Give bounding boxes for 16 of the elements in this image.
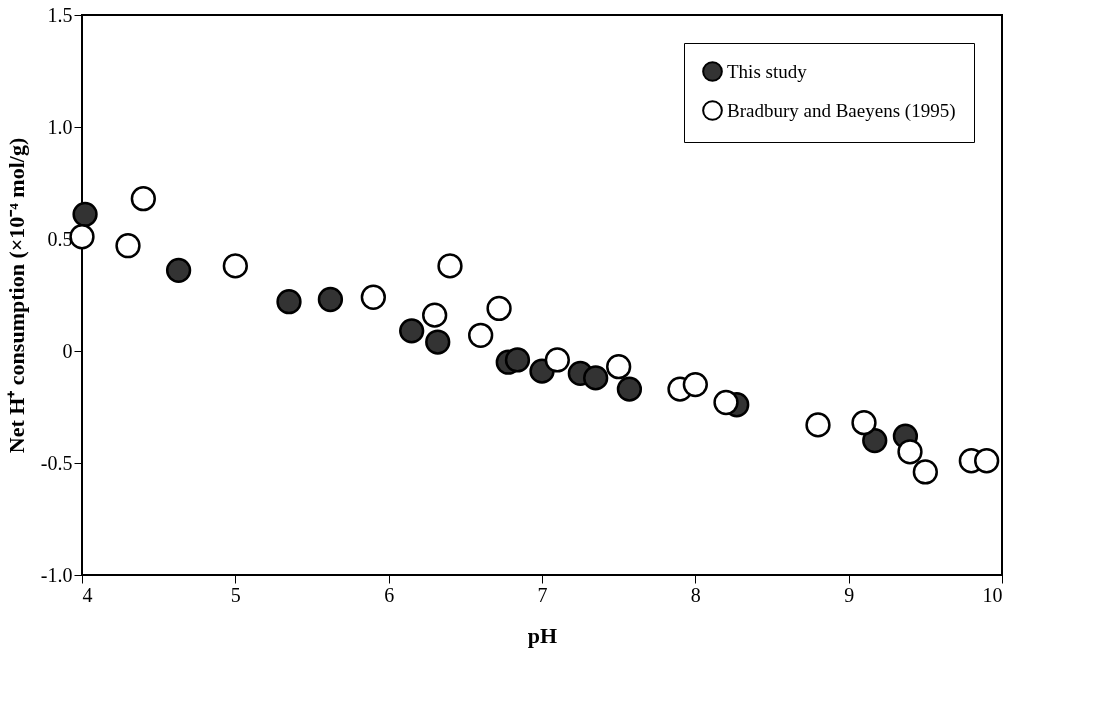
x-tick-label: 8 — [690, 583, 701, 606]
y-tick-label: -0.5 — [40, 451, 73, 474]
legend-label: This study — [727, 60, 808, 82]
x-tick-label: 7 — [537, 583, 548, 606]
x-axis-title: pH — [527, 622, 558, 648]
x-tick-label: 9 — [844, 583, 855, 606]
y-tick-label: -1.0 — [40, 563, 73, 586]
y-axis-title: Net H⁺ consumption (×10⁻⁴ mol/g) — [3, 137, 29, 454]
y-tick-label: 1.0 — [47, 115, 73, 138]
y-tick-label: 0 — [62, 339, 73, 362]
x-tick-label: 5 — [230, 583, 241, 606]
y-tick-label: 1.5 — [47, 3, 73, 26]
x-tick-label: 10 — [982, 583, 1003, 606]
x-tick-label: 6 — [384, 583, 395, 606]
legend-label: Bradbury and Baeyens (1995) — [727, 99, 956, 122]
x-tick-label: 4 — [82, 583, 93, 606]
